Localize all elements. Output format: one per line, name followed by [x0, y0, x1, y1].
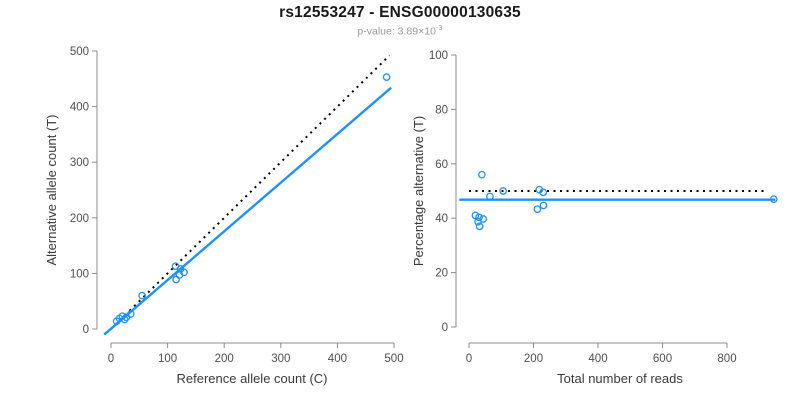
plot-subtitle: p-value: 3.89×10-3 — [0, 23, 800, 38]
x-axis-label: Reference allele count (C) — [176, 371, 327, 386]
y-tick-label: 0 — [83, 324, 89, 336]
y-tick-label: 500 — [70, 46, 89, 58]
x-tick-label: 400 — [328, 353, 347, 365]
x-axis-label: Total number of reads — [557, 371, 683, 386]
y-tick-label: 300 — [70, 157, 89, 169]
data-point — [478, 170, 486, 179]
y-tick-label: 100 — [429, 50, 448, 62]
x-tick-label: 300 — [271, 353, 290, 365]
data-point — [539, 201, 548, 210]
data-point — [126, 310, 135, 318]
data-point — [475, 213, 483, 222]
data-point — [138, 291, 146, 300]
y-tick-label: 0 — [442, 322, 448, 334]
y-tick-label: 20 — [435, 268, 448, 280]
data-point — [486, 192, 494, 201]
y-axis-label: Percentage alternative (T) — [411, 116, 426, 266]
x-tick-label: 0 — [466, 353, 472, 365]
x-tick-label: 100 — [158, 353, 177, 365]
data-point — [769, 195, 778, 204]
data-point — [499, 187, 508, 195]
x-tick-label: 800 — [717, 353, 736, 365]
y-tick-label: 100 — [70, 268, 89, 280]
x-tick-label: 500 — [384, 353, 403, 365]
right-plot: 0 20 40 60 80 100 0 200 400 600 800 Total number of… — [411, 50, 778, 386]
y-tick-label: 80 — [435, 104, 448, 116]
pvalue-exponent: -3 — [435, 23, 443, 32]
data-point — [474, 217, 482, 226]
fit-line — [103, 86, 392, 336]
x-tick-label: 600 — [653, 353, 672, 365]
identity-line — [110, 54, 391, 330]
left-plot: 0 100 200 300 400 500 0 100 200 300 400 500 Referenc… — [44, 46, 404, 386]
y-tick-label: 40 — [435, 213, 448, 225]
data-point — [475, 222, 484, 231]
pvalue-text: p-value: 3.89×10 — [357, 25, 436, 38]
data-point — [533, 205, 542, 214]
data-point — [539, 188, 548, 197]
plot-title: rs12553247 - ENSG00000130635 — [279, 4, 521, 21]
y-axis-label: Alternative allele count (T) — [44, 114, 59, 265]
x-tick-label: 200 — [215, 353, 234, 365]
x-tick-label: 200 — [524, 353, 543, 365]
data-point — [172, 275, 180, 284]
y-tick-label: 400 — [70, 102, 89, 114]
x-tick-label: 0 — [108, 353, 114, 365]
x-tick-label: 400 — [588, 353, 607, 365]
y-tick-label: 60 — [435, 159, 448, 171]
y-tick-label: 200 — [70, 213, 89, 225]
data-point — [382, 73, 391, 81]
